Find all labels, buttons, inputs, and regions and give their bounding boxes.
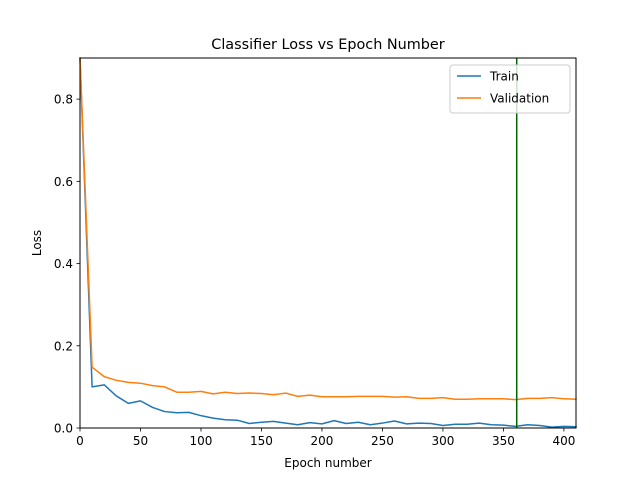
series-line-validation	[79, 57, 577, 401]
y-axis-label: Loss	[30, 230, 44, 256]
y-axis: 0.0 0.2 0.4 0.6 0.8	[54, 93, 80, 436]
x-tick-label: 100	[190, 434, 213, 448]
series-layer	[79, 57, 577, 428]
x-tick-label: 0	[76, 434, 84, 448]
x-tick-label: 400	[552, 434, 575, 448]
x-axis-label: Epoch number	[284, 456, 371, 470]
legend-label-validation: Validation	[490, 92, 549, 106]
plot-area	[80, 58, 576, 428]
x-tick-label: 250	[371, 434, 394, 448]
x-tick-label: 200	[310, 434, 333, 448]
x-tick-label: 150	[250, 434, 273, 448]
plot-frame	[79, 57, 577, 429]
y-tick-label: 0.6	[54, 175, 73, 189]
x-axis: 0 50 100 150 200 250 300 350 400	[76, 428, 575, 448]
y-tick-label: 0.2	[54, 339, 73, 353]
x-tick-label: 350	[492, 434, 515, 448]
legend-box	[449, 64, 571, 114]
x-tick-label: 50	[133, 434, 148, 448]
legend-label-train: Train	[489, 70, 519, 84]
series-line-train	[79, 57, 577, 428]
y-tick-label: 0.0	[54, 422, 73, 436]
chart-title: Classifier Loss vs Epoch Number	[211, 37, 445, 53]
y-tick-label: 0.8	[54, 93, 73, 107]
x-tick-label: 300	[431, 434, 454, 448]
y-tick-label: 0.4	[54, 257, 73, 271]
legend: Train Validation	[449, 64, 571, 114]
